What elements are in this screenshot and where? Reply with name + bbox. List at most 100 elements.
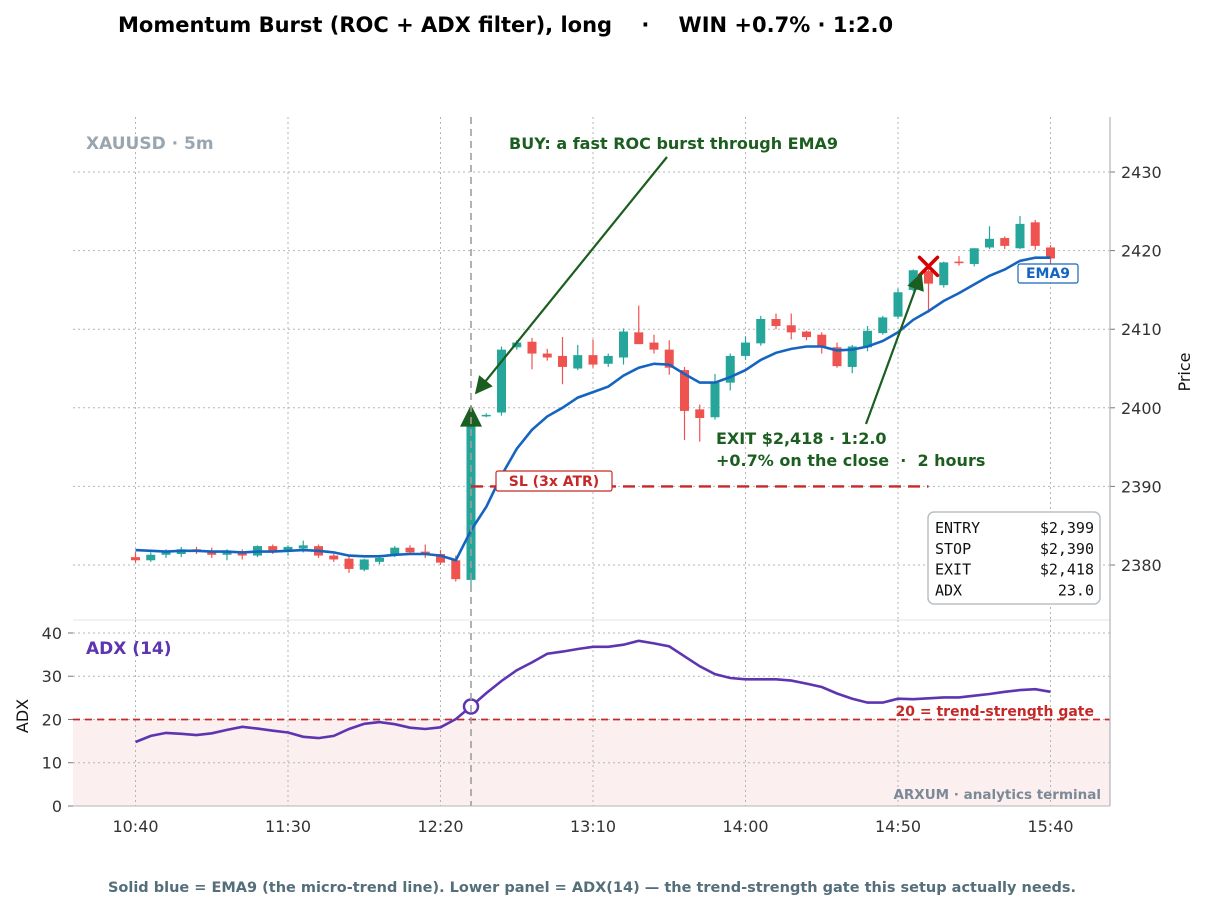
candle [695,404,705,442]
buy-arrow [474,156,668,395]
candle-body [512,342,522,348]
exit-x-stroke [917,255,940,278]
candle [420,544,430,558]
candle-body [802,331,811,338]
candle-body [634,332,644,345]
x-tick-label: 15:40 [1027,817,1073,836]
candle [466,412,476,586]
stat-value: 23.0 [1058,581,1094,599]
candle [146,552,156,562]
candle-body [1015,223,1025,249]
candle [131,551,140,563]
price-y-ticks: 2380 2390 2400 2410 2420 2430 [1110,163,1162,575]
candle-body [131,557,140,561]
ema9-line [135,256,1051,562]
candle [573,344,583,371]
stat-value: $2,418 [1040,561,1094,579]
candle-body [771,318,781,327]
candle [832,342,842,368]
candle [756,315,766,346]
candle-body [527,341,537,354]
candle-body [695,409,705,419]
exit-arrow [864,272,924,425]
candle-body [542,353,552,358]
candle-body [390,547,400,555]
candle-body [436,553,445,563]
candle [969,248,979,267]
candle-body [832,347,842,367]
price-y-tick-label: 2400 [1121,399,1162,418]
candle [359,558,369,572]
stat-label: ENTRY [935,519,980,537]
adx-panel: 0 10 20 30 40 ADX ADX (14) 20 = trend-streng… [13,620,1110,816]
candle-body [786,325,796,333]
price-panel: 2380 2390 2400 2410 2420 2430 Price XAUUSD · … [73,117,1194,620]
candle [802,330,811,341]
buy-entry-marker [460,404,482,427]
adx-y-tick-label: 20 [42,710,62,729]
adx-panel-label: ADX (14) [86,639,172,659]
candle-body [680,370,689,411]
candle [619,328,628,365]
candle-body [878,317,888,334]
candle-body [649,342,659,350]
candle [1030,219,1040,250]
adx-y-tick-label: 10 [42,754,62,773]
candle [344,556,354,573]
candle-body [298,545,308,549]
candle [634,305,644,345]
adx-y-tick-label: 40 [42,624,62,643]
stat-label: ADX [935,581,962,599]
candle [558,337,567,385]
x-axis-ticks: 10:40 11:30 12:20 13:10 14:00 14:50 15:40 [112,817,1073,836]
candle-body [451,560,461,580]
candle-body [405,547,415,553]
candle [542,348,552,361]
x-tick-label: 12:20 [417,817,463,836]
candle-body [222,551,232,555]
stat-label: EXIT [935,561,971,579]
x-tick-label: 10:40 [112,817,158,836]
x-tick-label: 14:00 [722,817,768,836]
candle-body [664,349,674,368]
candle [603,353,613,367]
adx-line [135,639,1051,744]
candle-body [1030,222,1040,246]
candle-body [619,331,628,358]
candle [1015,216,1025,250]
stat-value: $2,390 [1040,540,1094,558]
x-tick-label: 13:10 [570,817,616,836]
candle-body [497,349,506,413]
candle [725,353,735,391]
candle-body [741,342,750,356]
candle [771,313,781,330]
candle [237,549,247,560]
price-y-tick-label: 2420 [1121,242,1162,261]
adx-threshold-label: 20 = trend-strength gate [896,704,1094,720]
trade-stats-box: ENTRY $2,399 STOP $2,390 EXIT $2,418 ADX 23.0 [927,511,1101,605]
candle [588,339,598,368]
footer-note: Solid blue = EMA9 (the micro-trend line)… [108,880,1076,896]
candle-body [344,558,354,569]
price-y-tick-label: 2380 [1121,556,1162,575]
candle-body [573,355,583,369]
instrument-label: XAUUSD · 5m [86,134,214,154]
exit-marker [917,255,940,278]
candle-body [359,559,369,570]
ema-label: EMA9 [1026,266,1070,282]
candle-body [969,248,979,264]
stat-label: STOP [935,540,971,558]
candle [741,336,750,360]
candle [817,332,827,354]
stop-loss-label-box: SL (3x ATR) [495,470,613,492]
x-tick-label: 14:50 [875,817,921,836]
candle-body [466,414,476,580]
candle-body [603,355,613,364]
candle [954,256,964,266]
candle [329,553,339,562]
price-y-tick-label: 2430 [1121,163,1162,182]
candlesticks [131,216,1055,586]
chart-title: Momentum Burst (ROC + ADX filter), long … [118,13,893,37]
candle-body [985,238,994,248]
